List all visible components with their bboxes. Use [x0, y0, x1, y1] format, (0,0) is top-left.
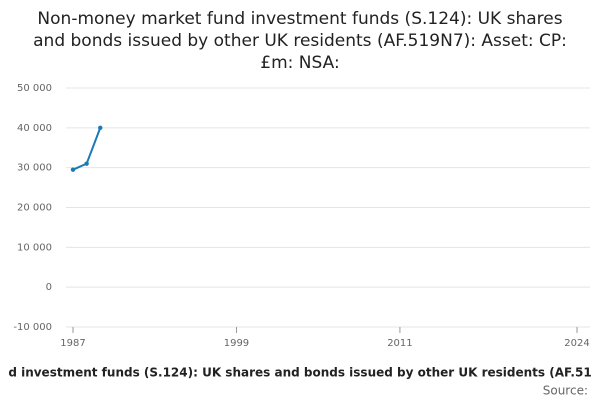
y-tick-label: 0	[46, 282, 52, 293]
legend-label: d investment funds (S.124): UK shares an…	[8, 366, 591, 380]
point	[70, 167, 76, 172]
y-tick-label: 30 000	[17, 163, 52, 174]
x-tick-label: 2011	[387, 338, 412, 349]
y-tick-label: 40 000	[17, 123, 52, 134]
point	[84, 161, 89, 166]
y-tick-label: 10 000	[17, 242, 52, 253]
y-tick-label: 20 000	[17, 203, 52, 214]
y-tick-label: -10 000	[13, 322, 52, 333]
x-tick-label: 2024	[564, 338, 589, 349]
point	[98, 125, 103, 131]
chart-title: Non-money market fund investment funds (…	[33, 9, 567, 73]
x-tick-label: 1999	[224, 338, 249, 349]
source: Source:	[543, 384, 588, 398]
x-tick-label: 1987	[60, 338, 85, 349]
y-tick-label: 50 000	[17, 83, 52, 94]
